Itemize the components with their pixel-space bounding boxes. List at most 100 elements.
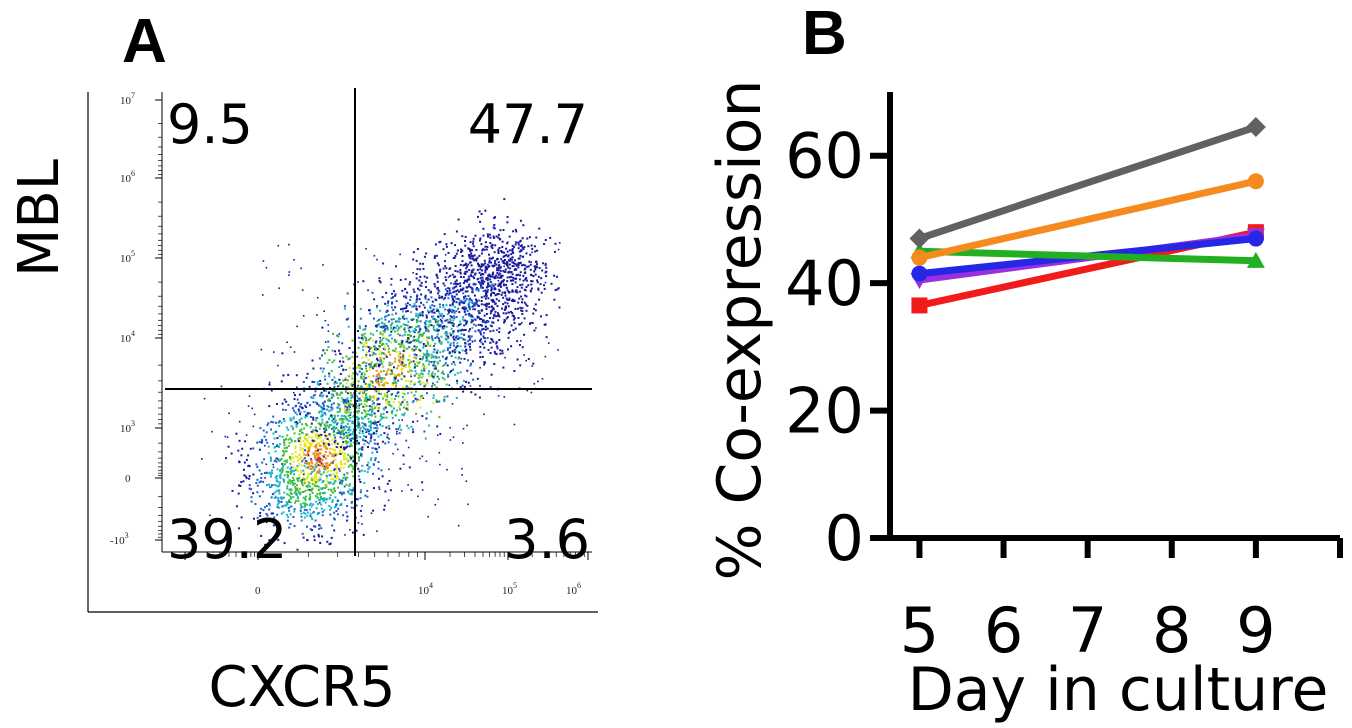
density-dot <box>305 376 308 379</box>
density-dot <box>438 416 441 419</box>
density-dot <box>490 261 493 264</box>
density-dot <box>363 427 365 430</box>
density-dot <box>310 443 313 445</box>
density-dot <box>371 350 374 353</box>
density-dot <box>283 438 285 441</box>
density-dot <box>277 364 279 367</box>
density-dot <box>387 401 390 404</box>
density-dot <box>545 266 548 269</box>
density-dot <box>440 335 443 338</box>
density-dot <box>404 295 407 298</box>
density-dot <box>543 284 545 287</box>
density-dot <box>409 281 412 284</box>
density-dot <box>343 415 346 417</box>
density-dot <box>421 358 424 361</box>
density-dot <box>449 267 452 270</box>
density-dot <box>438 303 441 306</box>
density-dot <box>340 364 343 367</box>
density-dot <box>446 395 449 398</box>
density-dot <box>401 419 403 421</box>
density-dot <box>504 262 507 265</box>
density-dot <box>457 357 460 360</box>
density-dot <box>313 484 316 487</box>
density-dot <box>347 422 350 425</box>
density-dot <box>303 472 306 475</box>
density-dot <box>272 466 275 469</box>
density-dot <box>331 419 334 422</box>
density-dot <box>398 317 401 320</box>
density-dot <box>361 446 364 449</box>
density-dot <box>443 260 446 263</box>
density-dot <box>474 258 477 261</box>
density-dot <box>438 359 441 362</box>
density-dot <box>533 329 536 332</box>
density-dot <box>351 374 353 377</box>
density-dot <box>340 426 343 429</box>
density-dot <box>316 464 319 467</box>
density-dot <box>392 296 394 299</box>
density-dot <box>360 337 363 340</box>
density-dot <box>447 341 449 344</box>
density-dot <box>402 349 405 352</box>
density-dot <box>332 491 335 494</box>
density-dot <box>280 471 283 474</box>
density-dot <box>470 298 473 301</box>
density-dot <box>452 298 454 301</box>
density-dot <box>322 472 325 475</box>
density-dot <box>446 318 449 321</box>
density-dot <box>479 338 482 341</box>
density-dot <box>489 385 492 388</box>
density-dot <box>368 466 371 469</box>
density-dot <box>348 357 351 360</box>
density-dot <box>277 497 280 500</box>
density-dot <box>383 377 386 380</box>
density-dot <box>459 271 462 274</box>
density-dot <box>340 422 343 425</box>
density-dot <box>529 289 532 292</box>
density-dot <box>380 339 383 342</box>
density-dot <box>479 318 481 321</box>
density-dot <box>519 219 522 222</box>
density-dot <box>334 421 337 424</box>
density-dot <box>392 318 395 320</box>
density-dot <box>520 340 522 342</box>
density-dot <box>358 447 361 450</box>
density-dot <box>287 481 290 484</box>
density-dot <box>351 470 354 473</box>
density-dot <box>299 491 302 494</box>
density-dot <box>544 281 547 284</box>
density-dot <box>471 291 474 294</box>
density-dot <box>446 313 449 316</box>
density-dot <box>402 367 404 370</box>
density-dot <box>385 354 387 357</box>
density-dot <box>334 389 336 392</box>
density-dot <box>269 456 272 459</box>
density-dot <box>395 312 397 315</box>
density-dot <box>470 271 473 274</box>
density-dot <box>288 488 291 491</box>
density-dot <box>398 356 401 359</box>
density-dot <box>286 473 289 476</box>
density-dot <box>415 357 418 360</box>
density-dot <box>452 436 455 438</box>
density-dot <box>332 483 335 485</box>
density-dot <box>258 495 261 498</box>
density-dot <box>274 476 277 479</box>
series-line <box>915 177 1260 262</box>
density-dot <box>285 470 288 473</box>
density-dot <box>290 505 293 508</box>
density-dot <box>339 382 342 385</box>
density-dot <box>292 483 295 486</box>
density-dot <box>527 265 530 268</box>
density-dot <box>462 316 465 318</box>
series-marker <box>911 265 928 282</box>
density-dot <box>441 321 444 324</box>
quadrant-upper-right-value: 47.7 <box>468 93 588 156</box>
density-dot <box>294 421 296 424</box>
density-dot <box>347 385 350 388</box>
density-dot <box>441 325 444 328</box>
density-dot <box>514 243 517 246</box>
density-dot <box>317 422 320 425</box>
density-dot <box>512 300 515 303</box>
density-dot <box>368 430 370 433</box>
